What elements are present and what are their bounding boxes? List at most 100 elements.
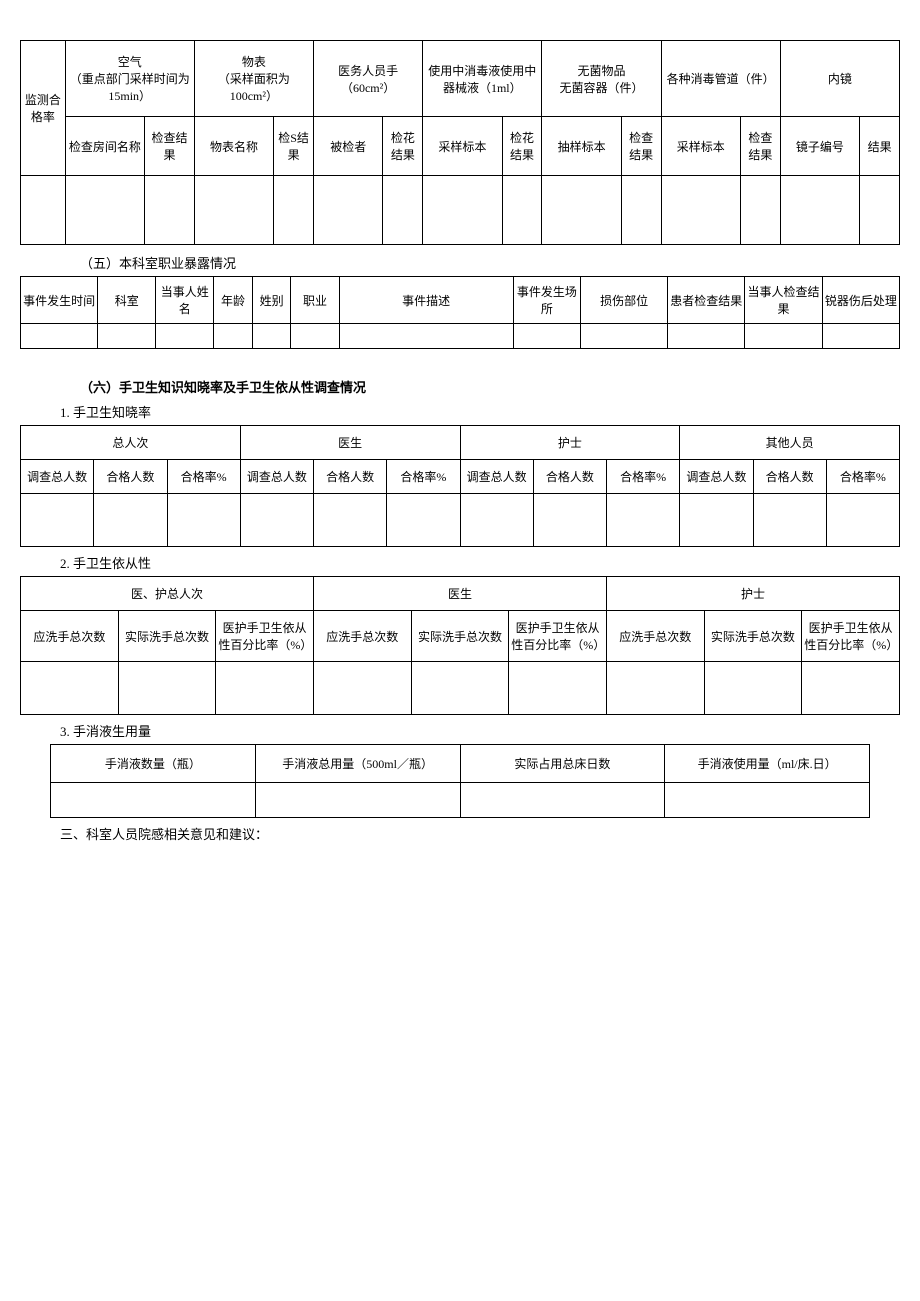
cell [745, 324, 822, 349]
group-header: 无菌物品无菌容器（件） [542, 41, 661, 117]
col-header: 手消液总用量（500ml／瓶） [255, 745, 460, 783]
col-header: 损伤部位 [581, 277, 668, 324]
cell [145, 176, 195, 245]
group-header: 护士 [606, 577, 899, 611]
col-header: 事件发生时间 [21, 277, 98, 324]
sub-header: 调查总人数 [460, 460, 533, 494]
col-header: 实际占用总床日数 [460, 745, 665, 783]
col-header: 锐器伤后处理 [822, 277, 899, 324]
col-header: 职业 [291, 277, 339, 324]
sub-header: 医护手卫生依从性百分比率（%） [802, 611, 900, 662]
sub-header: 抽样标本 [542, 117, 621, 176]
col-header: 姓别 [252, 277, 291, 324]
table-row: 应洗手总次数 实际洗手总次数 医护手卫生依从性百分比率（%） 应洗手总次数 实际… [21, 611, 900, 662]
cell [753, 494, 826, 547]
table-row: 总人次 医生 护士 其他人员 [21, 426, 900, 460]
table-row [51, 783, 870, 818]
cell [339, 324, 513, 349]
sub-header: 采样标本 [423, 117, 502, 176]
table-row: 调查总人数 合格人数 合格率% 调查总人数 合格人数 合格率% 调查总人数 合格… [21, 460, 900, 494]
cell [313, 662, 411, 715]
table-row [21, 176, 900, 245]
cell [255, 783, 460, 818]
cell [118, 662, 216, 715]
cell [21, 176, 66, 245]
cell [460, 783, 665, 818]
table-row: 监测合格率 空气（重点部门采样时间为 15min） 物表（采样面积为100cm²… [21, 41, 900, 117]
sub-header: 镜子编号 [780, 117, 859, 176]
cell [606, 662, 704, 715]
cell [411, 662, 509, 715]
cell [214, 324, 253, 349]
sub-header: 调查总人数 [240, 460, 313, 494]
col-header: 患者检查结果 [668, 277, 745, 324]
col-header: 手消液数量（瓶） [51, 745, 256, 783]
hand-hygiene-compliance-table: 医、护总人次 医生 护士 应洗手总次数 实际洗手总次数 医护手卫生依从性百分比率… [20, 576, 900, 715]
group-header: 总人次 [21, 426, 241, 460]
group-header: 内镜 [780, 41, 899, 117]
sub-header: 检查结果 [621, 117, 661, 176]
col-header: 事件发生场所 [513, 277, 581, 324]
cell [607, 494, 680, 547]
table-row: 事件发生时间 科室 当事人姓名 年龄 姓别 职业 事件描述 事件发生场所 损伤部… [21, 277, 900, 324]
section-3-title: 三、科室人员院感相关意见和建议： [60, 824, 900, 843]
sub-header: 合格率% [826, 460, 899, 494]
table-row [21, 494, 900, 547]
sub-header: 合格率% [387, 460, 460, 494]
sub-header: 合格率% [167, 460, 240, 494]
section-6-title: （六）手卫生知识知晓率及手卫生依从性调查情况 [80, 377, 900, 396]
cell [581, 324, 668, 349]
sub-header: 应洗手总次数 [313, 611, 411, 662]
cell [240, 494, 313, 547]
cell [194, 176, 273, 245]
sub-header: 合格人数 [314, 460, 387, 494]
hand-hygiene-awareness-table: 总人次 医生 护士 其他人员 调查总人数 合格人数 合格率% 调查总人数 合格人… [20, 425, 900, 547]
cell [668, 324, 745, 349]
cell [98, 324, 156, 349]
cell [156, 324, 214, 349]
cell [822, 324, 899, 349]
sub-3-title: 3. 手消液生用量 [60, 721, 900, 740]
cell [313, 176, 383, 245]
cell [680, 494, 753, 547]
sub-header: 实际洗手总次数 [118, 611, 216, 662]
col-header: 事件描述 [339, 277, 513, 324]
sub-header: 应洗手总次数 [606, 611, 704, 662]
section-5-title: （五）本科室职业暴露情况 [80, 253, 900, 272]
table-row [21, 662, 900, 715]
table-row: 检查房间名称 检查结果 物表名称 检S结果 被检者 检花结果 采样标本 检花结果… [21, 117, 900, 176]
cell [94, 494, 167, 547]
occupational-exposure-table: 事件发生时间 科室 当事人姓名 年龄 姓别 职业 事件描述 事件发生场所 损伤部… [20, 276, 900, 349]
cell [252, 324, 291, 349]
cell [387, 494, 460, 547]
group-header: 医生 [313, 577, 606, 611]
col-header: 年龄 [214, 277, 253, 324]
sub-header: 检S结果 [274, 117, 314, 176]
col-header: 科室 [98, 277, 156, 324]
monitoring-pass-rate-table: 监测合格率 空气（重点部门采样时间为 15min） 物表（采样面积为100cm²… [20, 40, 900, 245]
cell [314, 494, 387, 547]
sub-header: 合格人数 [753, 460, 826, 494]
sub-header: 实际洗手总次数 [704, 611, 802, 662]
cell [291, 324, 339, 349]
cell [460, 494, 533, 547]
group-header: 空气（重点部门采样时间为 15min） [65, 41, 194, 117]
row-label: 监测合格率 [21, 41, 66, 176]
sub-header: 被检者 [313, 117, 383, 176]
cell [826, 494, 899, 547]
sub-header: 检花结果 [383, 117, 423, 176]
sub-header: 物表名称 [194, 117, 273, 176]
cell [780, 176, 859, 245]
group-header: 医生 [240, 426, 460, 460]
group-header: 各种消毒管道（件） [661, 41, 780, 117]
cell [513, 324, 581, 349]
cell [216, 662, 314, 715]
col-header: 当事人检查结果 [745, 277, 822, 324]
cell [65, 176, 144, 245]
sub-header: 检花结果 [502, 117, 542, 176]
cell [167, 494, 240, 547]
cell [51, 783, 256, 818]
sub-header: 检查房间名称 [65, 117, 144, 176]
col-header: 手消液使用量（ml/床.日） [665, 745, 870, 783]
sub-2-title: 2. 手卫生依从性 [60, 553, 900, 572]
